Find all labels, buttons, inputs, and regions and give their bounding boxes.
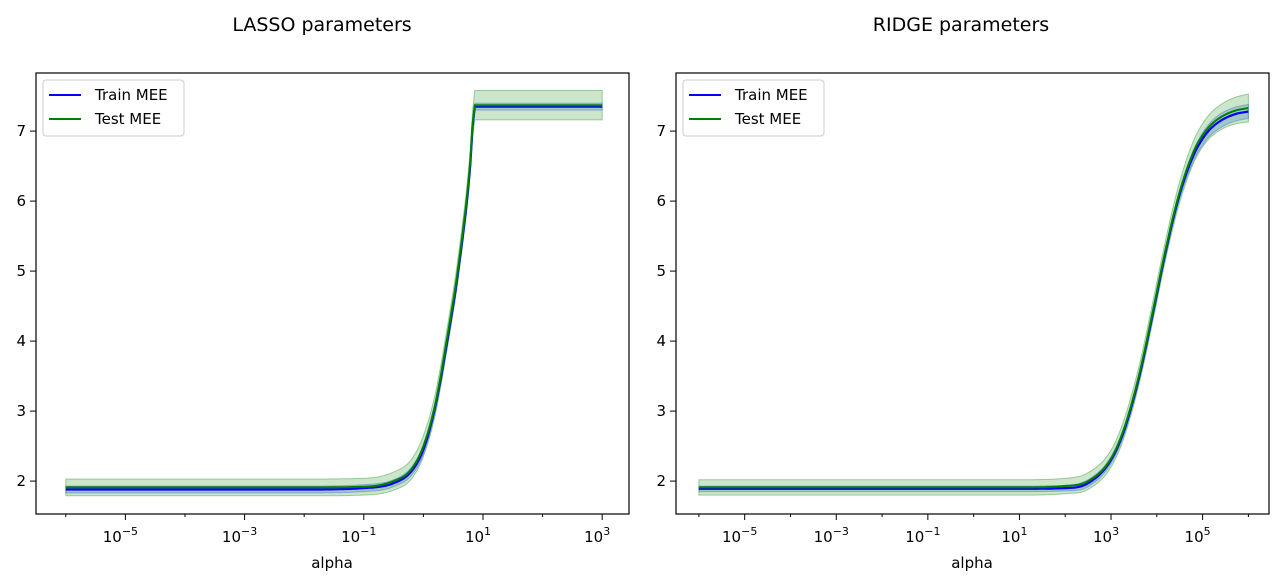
y-tick-label: 4 xyxy=(16,332,26,350)
x-tick-label: 103 xyxy=(1093,525,1119,546)
y-ticks: 2 3 4 5 6 7 xyxy=(16,122,36,490)
y-tick-label: 2 xyxy=(656,472,666,490)
x-tick-label: 101 xyxy=(465,525,491,546)
legend-label: Train MEE xyxy=(94,86,168,104)
x-axis-label: alpha xyxy=(951,554,993,572)
band-train-mee xyxy=(698,103,1249,493)
band-test-mee xyxy=(698,93,1249,496)
lasso-chart: LASSO parameters 10−5 10−3 10−1 101 103 2 3 4 5… xyxy=(16,14,630,572)
y-tick-label: 3 xyxy=(16,402,26,420)
legend-label: Test MEE xyxy=(734,110,801,128)
x-tick-label: 101 xyxy=(1001,525,1027,546)
axes-frame xyxy=(35,72,630,515)
confidence-bands xyxy=(698,93,1249,496)
series-lines xyxy=(65,104,603,491)
x-tick-label: 10−1 xyxy=(341,525,376,546)
y-tick-label: 5 xyxy=(16,262,26,280)
y-ticks: 2 3 4 5 6 7 xyxy=(656,122,676,490)
x-tick-label: 10−5 xyxy=(103,525,138,546)
chart-title: RIDGE parameters xyxy=(873,14,1049,36)
y-tick-label: 5 xyxy=(656,262,666,280)
line-test-mee xyxy=(65,104,603,489)
y-tick-label: 2 xyxy=(16,472,26,490)
y-tick-label: 6 xyxy=(656,192,666,210)
x-ticks: 10−5 10−3 10−1 101 103 xyxy=(65,514,610,546)
line-train-mee xyxy=(65,105,603,491)
y-tick-label: 3 xyxy=(656,402,666,420)
legend: Train MEE Test MEE xyxy=(42,79,185,137)
line-test-mee xyxy=(698,107,1249,489)
x-tick-label: 10−1 xyxy=(905,525,940,546)
chart-title: LASSO parameters xyxy=(232,14,411,36)
x-tick-label: 10−3 xyxy=(814,525,849,546)
legend-label: Train MEE xyxy=(734,86,808,104)
y-tick-label: 4 xyxy=(656,332,666,350)
x-tick-label: 103 xyxy=(584,525,610,546)
y-tick-label: 7 xyxy=(656,122,666,140)
x-axis-label: alpha xyxy=(311,554,353,572)
series-lines xyxy=(698,107,1249,490)
y-tick-label: 7 xyxy=(16,122,26,140)
x-tick-label: 105 xyxy=(1185,525,1211,546)
ridge-chart: RIDGE parameters 10−5 10−3 10−1 101 103 105 2… xyxy=(656,14,1270,572)
x-tick-label: 10−5 xyxy=(722,525,757,546)
axes-frame xyxy=(675,72,1270,515)
x-ticks: 10−5 10−3 10−1 101 103 105 xyxy=(698,514,1249,546)
x-tick-label: 10−3 xyxy=(222,525,257,546)
plot-area xyxy=(676,73,1269,514)
y-tick-label: 6 xyxy=(16,192,26,210)
band-train-mee xyxy=(65,102,603,494)
plot-area xyxy=(36,73,629,514)
legend-label: Test MEE xyxy=(94,110,161,128)
legend: Train MEE Test MEE xyxy=(682,79,825,137)
